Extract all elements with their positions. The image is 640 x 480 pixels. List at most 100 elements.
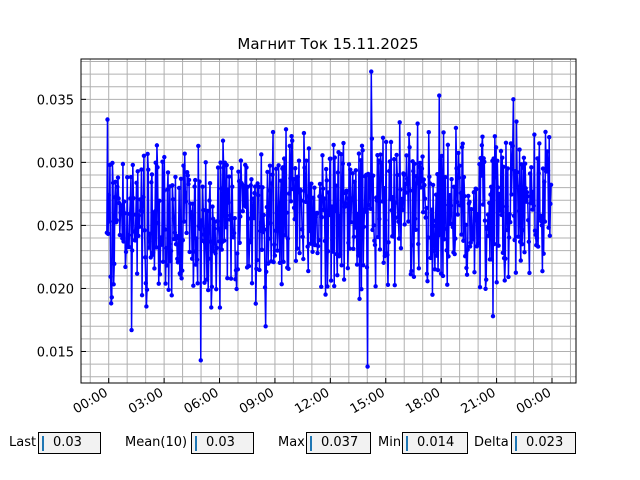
data-point bbox=[547, 134, 552, 140]
data-point bbox=[471, 234, 476, 240]
data-point bbox=[353, 168, 359, 173]
x-axis: 00:00 03:00 06:00 09:00 12:00 15:00 18:00 21:00… bbox=[71, 378, 554, 417]
data-point bbox=[252, 184, 258, 189]
data-point bbox=[142, 255, 148, 260]
data-point bbox=[142, 228, 147, 233]
data-point bbox=[209, 284, 215, 289]
mean-value-field[interactable]: 0.03 bbox=[191, 432, 254, 454]
data-point bbox=[453, 125, 459, 131]
y-tick-label: 0.015 bbox=[37, 345, 74, 360]
data-point bbox=[206, 256, 211, 261]
data-point bbox=[191, 249, 197, 254]
data-point bbox=[136, 213, 142, 218]
data-point bbox=[325, 249, 331, 254]
data-point bbox=[161, 188, 166, 194]
data-point bbox=[236, 169, 241, 174]
data-point bbox=[304, 158, 309, 163]
data-point bbox=[221, 165, 226, 170]
data-point bbox=[344, 196, 350, 201]
data-point bbox=[191, 283, 196, 288]
data-point bbox=[506, 274, 511, 280]
data-point bbox=[453, 236, 458, 241]
data-point bbox=[361, 263, 366, 268]
data-point bbox=[437, 93, 442, 98]
data-point bbox=[237, 240, 242, 245]
data-point bbox=[304, 194, 310, 199]
data-point bbox=[183, 199, 189, 204]
data-point bbox=[361, 224, 367, 230]
data-point bbox=[439, 153, 444, 159]
data-point bbox=[458, 203, 463, 208]
data-point bbox=[105, 117, 110, 122]
data-point bbox=[130, 162, 136, 168]
data-point bbox=[170, 183, 175, 188]
data-point bbox=[412, 216, 418, 221]
stat-label-max: Max bbox=[278, 435, 305, 450]
min-value: 0.014 bbox=[417, 435, 455, 450]
max-value-field[interactable]: 0.037 bbox=[306, 432, 371, 454]
data-point bbox=[280, 165, 286, 170]
data-point bbox=[322, 238, 328, 244]
data-point bbox=[149, 180, 154, 185]
data-point bbox=[144, 287, 150, 292]
last-value-field[interactable]: 0.03 bbox=[38, 432, 101, 454]
data-point bbox=[222, 238, 227, 243]
data-point bbox=[294, 246, 300, 251]
data-point bbox=[467, 244, 473, 249]
data-point bbox=[168, 248, 174, 254]
data-point bbox=[143, 281, 148, 286]
data-point bbox=[452, 251, 457, 257]
data-point bbox=[351, 246, 356, 251]
y-tick-label: 0.025 bbox=[37, 219, 74, 234]
data-point bbox=[496, 191, 502, 197]
data-point bbox=[217, 305, 223, 310]
data-point bbox=[387, 159, 393, 164]
data-point bbox=[152, 209, 158, 214]
data-point bbox=[339, 263, 344, 268]
data-point bbox=[133, 238, 138, 243]
data-point bbox=[505, 227, 510, 233]
data-point bbox=[497, 202, 502, 207]
data-point bbox=[249, 281, 255, 286]
data-point bbox=[329, 204, 334, 209]
data-point bbox=[210, 204, 215, 209]
data-point bbox=[302, 165, 307, 170]
data-point bbox=[372, 238, 377, 243]
data-point bbox=[246, 216, 251, 221]
data-point bbox=[268, 220, 273, 226]
data-point bbox=[187, 249, 192, 255]
delta-value-field[interactable]: 0.023 bbox=[511, 432, 576, 454]
data-point bbox=[119, 203, 124, 208]
data-point bbox=[529, 165, 534, 170]
data-point bbox=[385, 282, 391, 287]
data-point bbox=[514, 119, 519, 124]
data-point bbox=[311, 195, 316, 201]
data-point bbox=[386, 240, 391, 245]
data-point bbox=[108, 274, 113, 279]
data-point bbox=[532, 132, 537, 137]
data-point bbox=[496, 243, 501, 248]
data-point bbox=[149, 172, 155, 177]
data-point bbox=[346, 162, 352, 167]
data-point bbox=[228, 276, 234, 281]
data-point bbox=[517, 147, 522, 152]
data-point bbox=[398, 187, 403, 192]
data-point bbox=[234, 286, 239, 292]
data-point bbox=[154, 143, 160, 148]
min-value-field[interactable]: 0.014 bbox=[402, 432, 468, 454]
data-point bbox=[443, 175, 448, 180]
data-point bbox=[486, 233, 491, 239]
data-point bbox=[347, 246, 352, 251]
data-point bbox=[107, 219, 112, 224]
data-point bbox=[262, 227, 267, 232]
data-point bbox=[526, 218, 531, 223]
data-point bbox=[468, 240, 473, 245]
data-point bbox=[275, 248, 280, 253]
data-point bbox=[411, 168, 416, 174]
data-point bbox=[492, 241, 497, 247]
data-point bbox=[448, 203, 454, 208]
data-point bbox=[321, 207, 326, 213]
stat-label-delta: Delta bbox=[474, 435, 509, 450]
data-point bbox=[310, 249, 315, 255]
chart-title: Магнит Ток 15.11.2025 bbox=[237, 35, 418, 53]
